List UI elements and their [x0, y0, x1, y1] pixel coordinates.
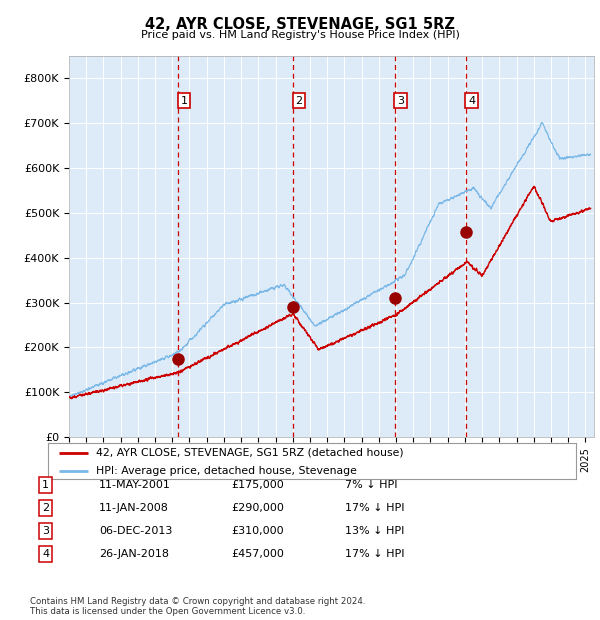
Text: HPI: Average price, detached house, Stevenage: HPI: Average price, detached house, Stev… — [95, 466, 356, 476]
Text: 7% ↓ HPI: 7% ↓ HPI — [345, 480, 398, 490]
Text: 2: 2 — [295, 95, 302, 105]
Text: 13% ↓ HPI: 13% ↓ HPI — [345, 526, 404, 536]
Text: 42, AYR CLOSE, STEVENAGE, SG1 5RZ: 42, AYR CLOSE, STEVENAGE, SG1 5RZ — [145, 17, 455, 32]
Text: 2: 2 — [42, 503, 49, 513]
Text: 11-MAY-2001: 11-MAY-2001 — [99, 480, 171, 490]
Text: Price paid vs. HM Land Registry's House Price Index (HPI): Price paid vs. HM Land Registry's House … — [140, 30, 460, 40]
Text: 3: 3 — [397, 95, 404, 105]
Text: This data is licensed under the Open Government Licence v3.0.: This data is licensed under the Open Gov… — [30, 607, 305, 616]
Text: 26-JAN-2018: 26-JAN-2018 — [99, 549, 169, 559]
Text: £457,000: £457,000 — [231, 549, 284, 559]
Text: 42, AYR CLOSE, STEVENAGE, SG1 5RZ (detached house): 42, AYR CLOSE, STEVENAGE, SG1 5RZ (detac… — [95, 448, 403, 458]
Text: 11-JAN-2008: 11-JAN-2008 — [99, 503, 169, 513]
Text: 1: 1 — [181, 95, 188, 105]
Text: 4: 4 — [468, 95, 475, 105]
Text: 17% ↓ HPI: 17% ↓ HPI — [345, 549, 404, 559]
Text: 4: 4 — [42, 549, 49, 559]
Text: 3: 3 — [42, 526, 49, 536]
Text: Contains HM Land Registry data © Crown copyright and database right 2024.: Contains HM Land Registry data © Crown c… — [30, 597, 365, 606]
Text: 17% ↓ HPI: 17% ↓ HPI — [345, 503, 404, 513]
Text: £175,000: £175,000 — [231, 480, 284, 490]
Text: £310,000: £310,000 — [231, 526, 284, 536]
Text: £290,000: £290,000 — [231, 503, 284, 513]
Text: 06-DEC-2013: 06-DEC-2013 — [99, 526, 172, 536]
Text: 1: 1 — [42, 480, 49, 490]
